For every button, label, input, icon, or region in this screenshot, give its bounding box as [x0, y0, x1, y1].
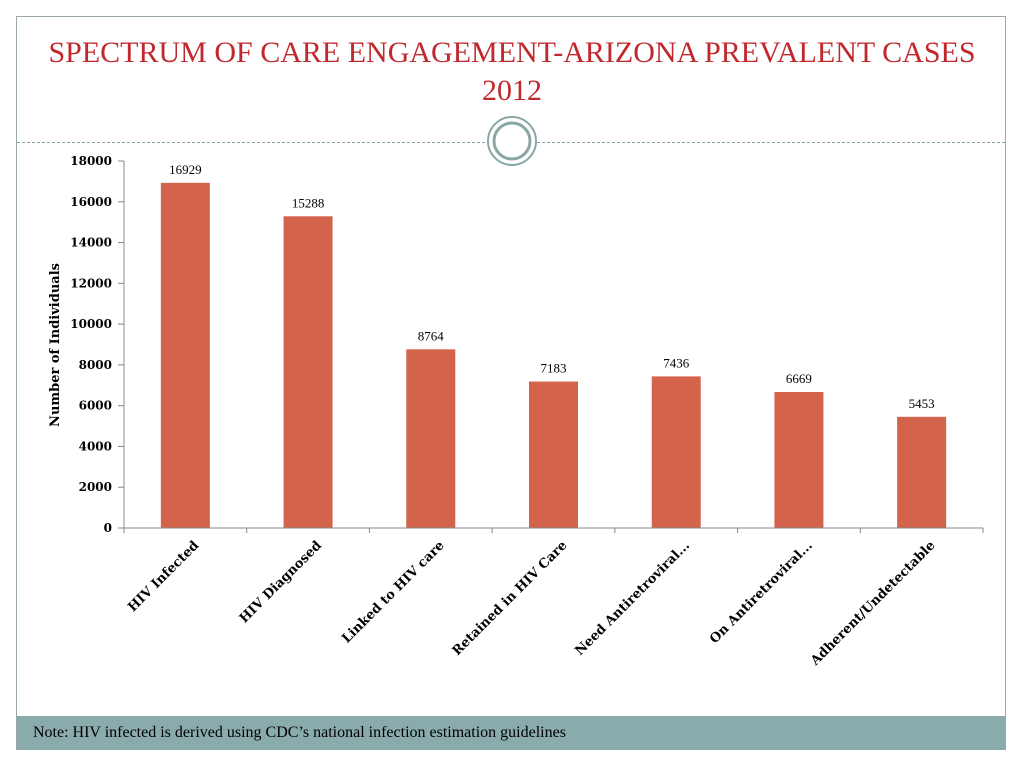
- bar: [897, 416, 947, 528]
- bar: [529, 381, 578, 528]
- y-tick-labels: 0 2000 4000 6000 8000 10000 12000 14000 16000 180…: [70, 154, 124, 535]
- y-tick-label: 14000: [70, 236, 112, 250]
- footer-note: Note: HIV infected is derived using CDC’…: [33, 724, 566, 741]
- x-tick-label: HIV Infected: [125, 538, 202, 615]
- x-tick-label: Linked to HIV care: [339, 538, 447, 646]
- y-tick-label: 12000: [70, 276, 112, 290]
- data-label: 16929: [169, 162, 202, 177]
- data-label: 5453: [909, 396, 935, 411]
- x-tick-label: Adherent/Undetectable: [807, 538, 938, 669]
- circle-ornament-icon: [487, 116, 537, 166]
- bar: [283, 216, 333, 528]
- bar: [160, 182, 210, 529]
- y-tick-label: 4000: [79, 439, 112, 453]
- y-tick-label: 16000: [70, 195, 112, 209]
- x-tick-label: Need Antiretroviral...: [573, 538, 694, 659]
- y-tick-label: 2000: [79, 480, 112, 494]
- x-tick-labels: HIV Infected HIV Diagnosed Linked to HIV c…: [123, 528, 984, 669]
- bar: [406, 349, 456, 528]
- y-tick-label: 18000: [70, 154, 112, 168]
- y-tick-label: 10000: [70, 317, 112, 331]
- data-label: 15288: [292, 195, 325, 210]
- y-tick-label: 8000: [79, 358, 112, 372]
- slide-title: SPECTRUM OF CARE ENGAGEMENT-ARIZONA PREV…: [48, 36, 976, 107]
- data-label: 7436: [663, 355, 690, 370]
- data-label: 7183: [541, 361, 567, 376]
- y-tick-label: 0: [104, 521, 112, 535]
- bar-chart: Number of Individuals 0 2000 4000 6000 8000 1…: [48, 154, 984, 669]
- bar: [774, 392, 824, 528]
- bar: [651, 376, 701, 528]
- footer-bar: Note: HIV infected is derived using CDC’…: [17, 716, 1005, 750]
- bars: [160, 182, 947, 529]
- x-tick-label: HIV Diagnosed: [237, 538, 325, 626]
- y-axis-title-group: Number of Individuals: [48, 263, 63, 427]
- y-axis-title: Number of Individuals: [48, 263, 63, 427]
- y-tick-label: 6000: [79, 399, 112, 413]
- data-label: 6669: [786, 371, 812, 386]
- data-labels: 16929 15288 8764 7183 7436 6669 5453: [169, 162, 935, 411]
- x-tick-label: On Antiretroviral...: [707, 538, 816, 647]
- x-tick-label: Retained in HIV Care: [450, 538, 571, 659]
- data-label: 8764: [418, 328, 445, 343]
